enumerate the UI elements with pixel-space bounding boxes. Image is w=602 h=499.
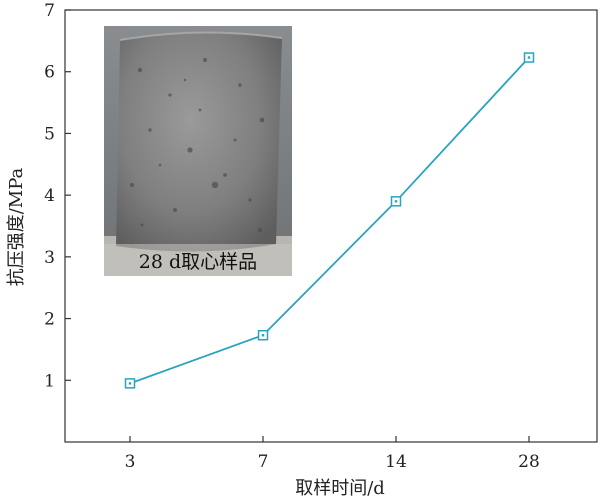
x-axis-title: 取样时间/d	[295, 478, 385, 499]
inset-caption-bg	[104, 244, 292, 276]
y-tick-label: 5	[44, 124, 55, 144]
data-point-center	[261, 334, 265, 337]
axes: 1 2 3 4 5 6 7 3 7 14 28	[44, 1, 540, 472]
plot-frame	[64, 9, 598, 443]
y-tick-label: 4	[44, 186, 55, 206]
series-group	[124, 52, 535, 389]
y-tick-label: 6	[44, 63, 55, 83]
series-line	[129, 56, 530, 385]
y-tick-label: 2	[44, 310, 55, 330]
y-tick-label: 3	[44, 248, 55, 268]
inset-photo	[104, 26, 292, 276]
y-axis-title: 抗压强度/MPa	[6, 167, 27, 286]
data-point-center	[128, 382, 132, 385]
y-tick-label: 7	[44, 1, 55, 21]
x-tick-label: 3	[125, 452, 136, 472]
x-tick-label: 28	[518, 452, 540, 472]
x-tick-label: 14	[385, 452, 407, 472]
data-point-center	[527, 56, 531, 59]
x-tick-label: 7	[258, 452, 269, 472]
inset-caption: 28 d取心样品	[139, 251, 257, 273]
y-tick-label: 1	[44, 371, 55, 391]
data-point-center	[394, 200, 398, 203]
